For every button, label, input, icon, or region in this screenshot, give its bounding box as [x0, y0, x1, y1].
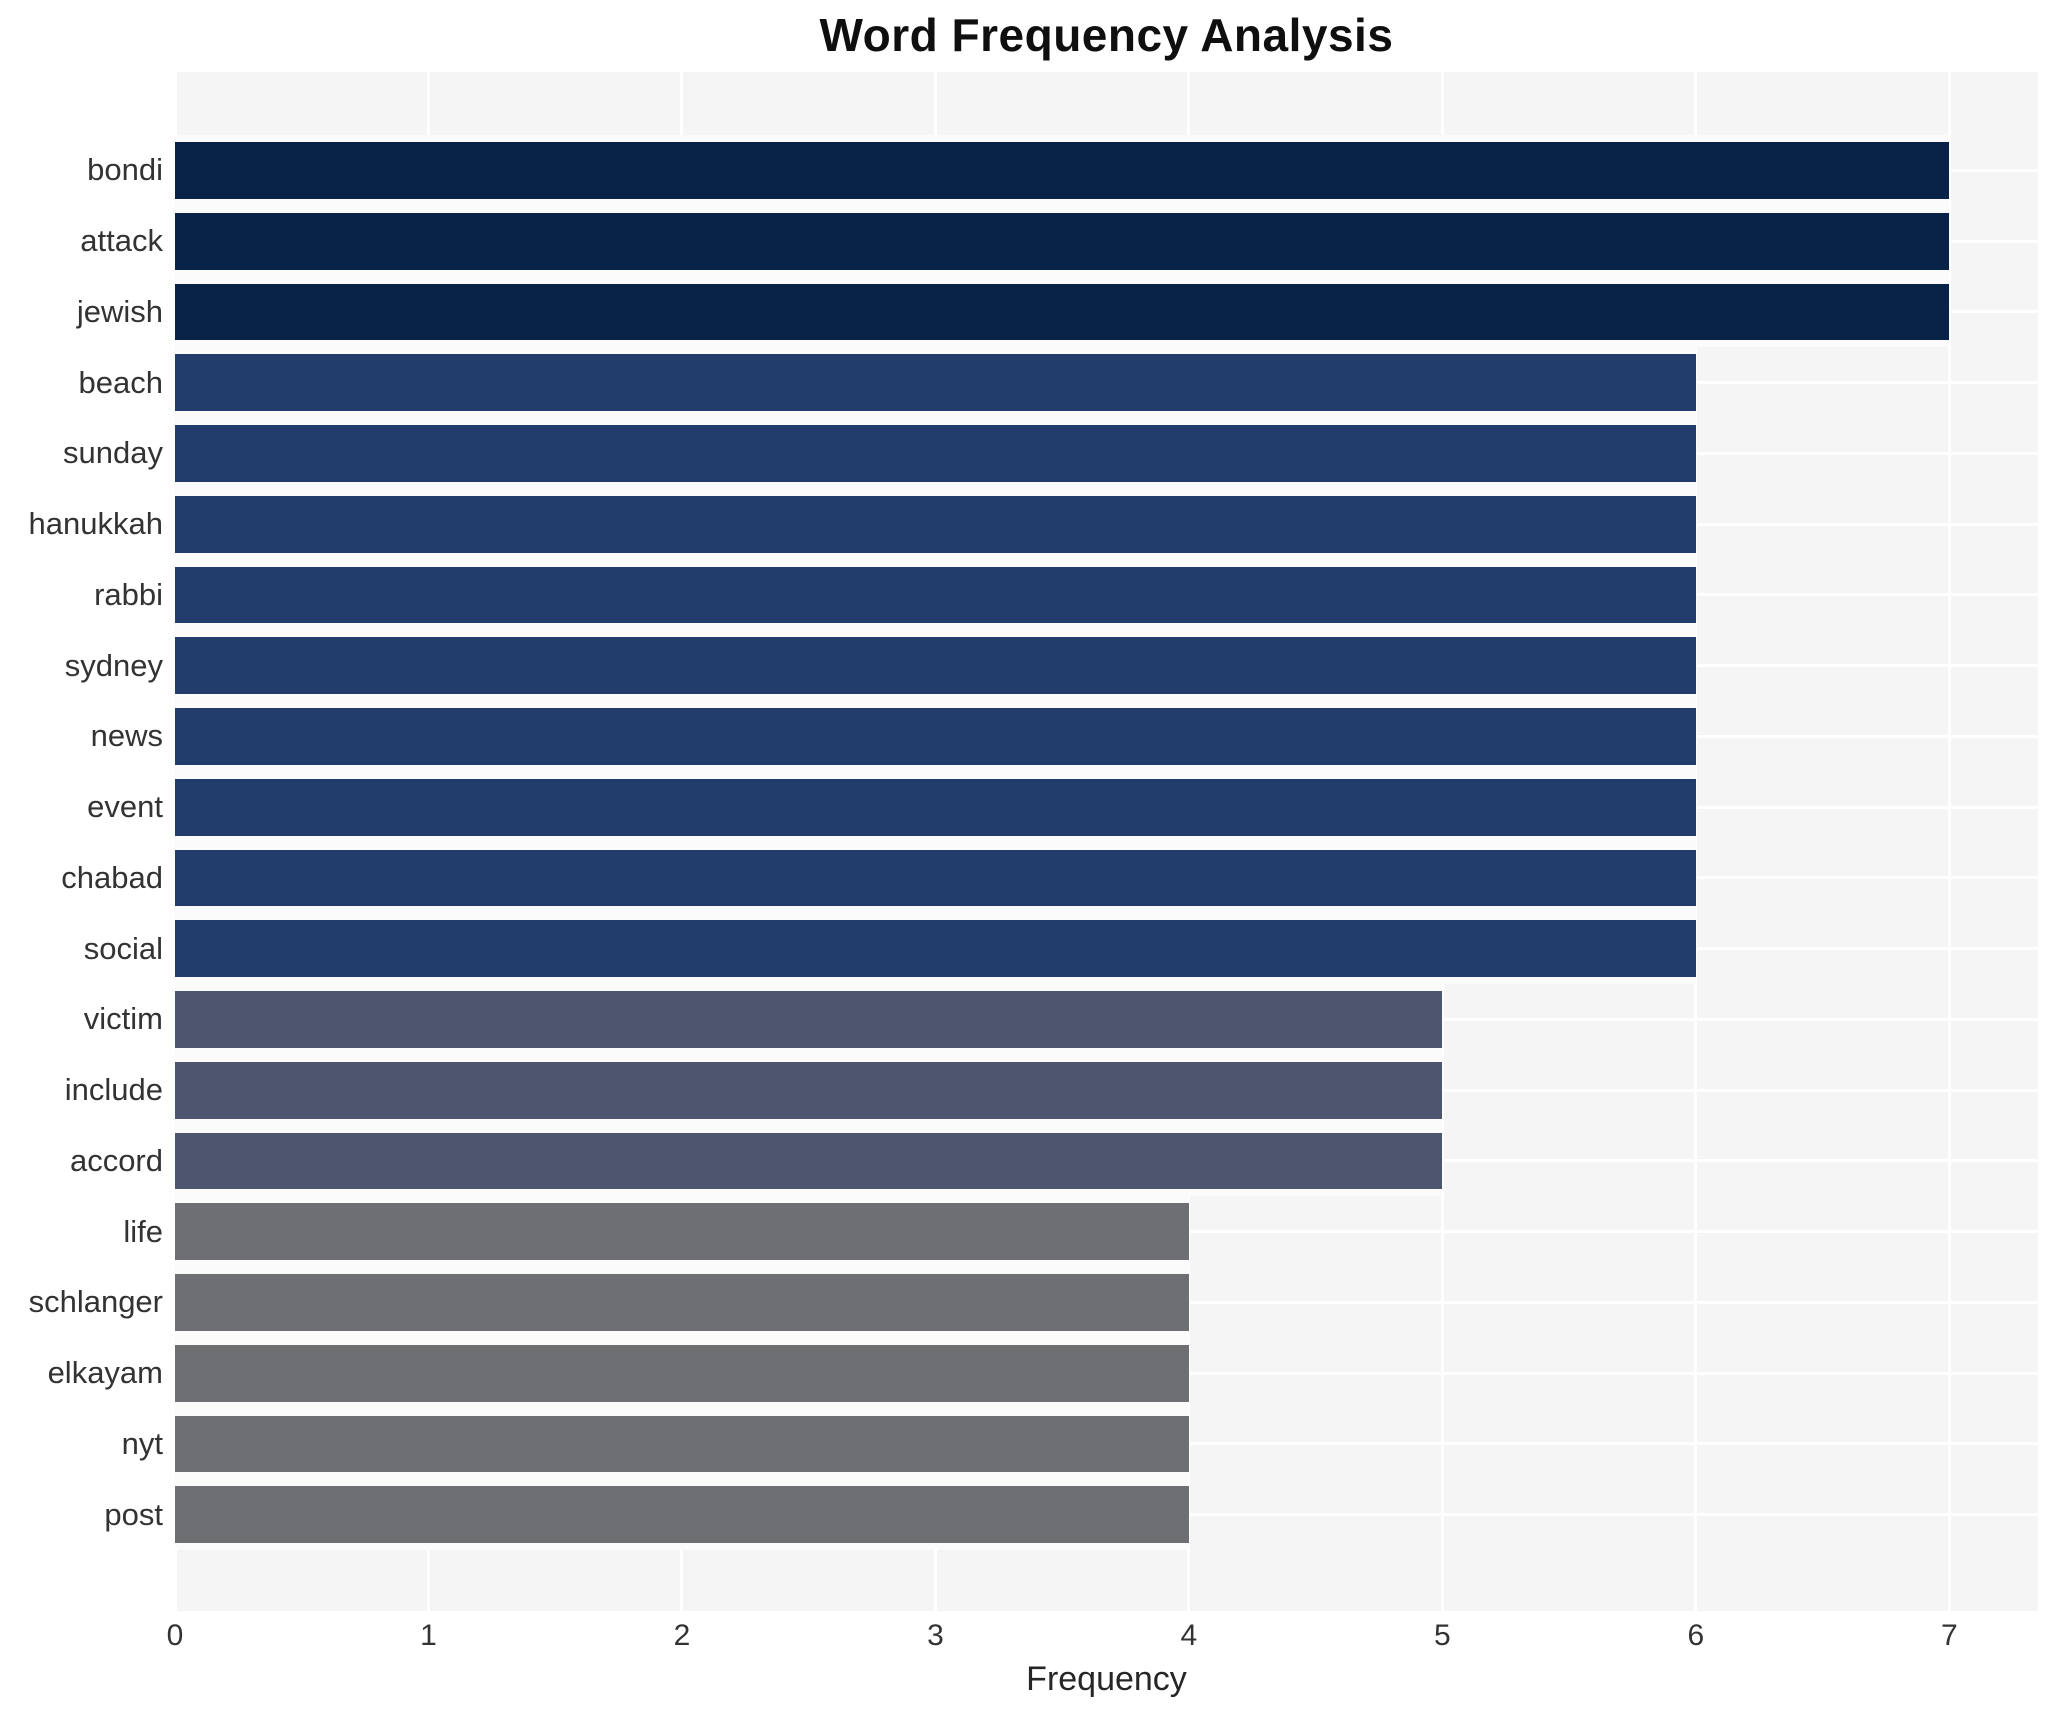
bar-row	[175, 418, 2038, 489]
y-tick-label: social	[83, 930, 163, 966]
chart-title: Word Frequency Analysis	[819, 9, 1394, 61]
bar-row	[175, 347, 2038, 418]
bar	[175, 347, 1696, 418]
bar-row	[175, 135, 2038, 206]
y-tick-label: victim	[83, 1001, 163, 1037]
bar	[175, 135, 1950, 206]
plot-area	[173, 72, 2038, 1611]
bar	[175, 276, 1950, 348]
bar	[175, 205, 1950, 277]
bar	[175, 1267, 1189, 1338]
y-tick-label: hanukkah	[28, 506, 163, 542]
bar	[175, 630, 1696, 701]
y-tick-label: elkayam	[47, 1355, 163, 1391]
bar-row	[175, 1054, 2038, 1126]
bar-row	[175, 1408, 2038, 1480]
bar-row	[175, 771, 2038, 843]
bar	[175, 1054, 1443, 1126]
bar	[175, 842, 1696, 914]
y-tick-label: event	[87, 789, 163, 825]
y-tick-label: include	[64, 1072, 163, 1108]
x-tick-label: 4	[1180, 1619, 1198, 1652]
y-tick-label: sydney	[64, 647, 163, 683]
y-tick-label: life	[123, 1213, 163, 1249]
vertical-gridline	[1947, 72, 1951, 1611]
y-tick-label: news	[90, 718, 163, 754]
x-axis-ticks: 0 1 2 3 4 5 6 7	[167, 1619, 2038, 1663]
y-tick-label: rabbi	[94, 576, 163, 612]
x-axis-label: Frequency	[1026, 1660, 1187, 1698]
bar	[175, 1408, 1189, 1480]
bar	[175, 771, 1696, 843]
y-tick-label: beach	[78, 364, 163, 400]
bar-row	[175, 276, 2038, 348]
x-tick-label: 5	[1434, 1619, 1451, 1652]
bar	[175, 1337, 1189, 1409]
bar	[175, 1125, 1443, 1197]
bar	[175, 488, 1696, 560]
bar	[175, 1479, 1189, 1550]
y-tick-label: sunday	[63, 435, 163, 471]
x-tick-label: 1	[420, 1619, 437, 1652]
bar	[175, 1196, 1189, 1267]
y-tick-label: bondi	[87, 152, 163, 188]
y-axis-labels: bondi attack jewish beach sunday hanukkah rabb…	[0, 72, 163, 1611]
bars-container	[175, 72, 2038, 1611]
bar-row	[175, 630, 2038, 701]
x-tick-label: 3	[927, 1619, 944, 1652]
y-tick-label: schlanger	[28, 1284, 163, 1320]
bar-row	[175, 1267, 2038, 1338]
bar	[175, 984, 1443, 1055]
y-tick-label: jewish	[76, 293, 163, 329]
y-tick-label: post	[104, 1496, 163, 1532]
x-tick-label: 2	[673, 1619, 691, 1652]
bar-row	[175, 701, 2038, 772]
vertical-gridline	[1694, 72, 1698, 1611]
bar	[175, 701, 1696, 772]
bar-row	[175, 1479, 2038, 1550]
bar-row	[175, 205, 2038, 277]
bar-row	[175, 1125, 2038, 1197]
bar-row	[175, 488, 2038, 560]
bar-row	[175, 913, 2038, 984]
bar	[175, 559, 1696, 631]
y-tick-label: accord	[69, 1142, 163, 1178]
y-tick-label: attack	[80, 223, 163, 259]
x-tick-label: 7	[1940, 1619, 1958, 1652]
bar	[175, 418, 1696, 489]
y-tick-label: nyt	[121, 1425, 163, 1461]
bar-row	[175, 1337, 2038, 1409]
bar-row	[175, 842, 2038, 914]
y-tick-label: chabad	[61, 859, 163, 895]
x-tick-label: 6	[1687, 1619, 1705, 1652]
bar-row	[175, 559, 2038, 631]
bar	[175, 913, 1696, 984]
x-tick-label: 0	[166, 1619, 184, 1652]
bar-row	[175, 984, 2038, 1055]
bar-row	[175, 1196, 2038, 1267]
